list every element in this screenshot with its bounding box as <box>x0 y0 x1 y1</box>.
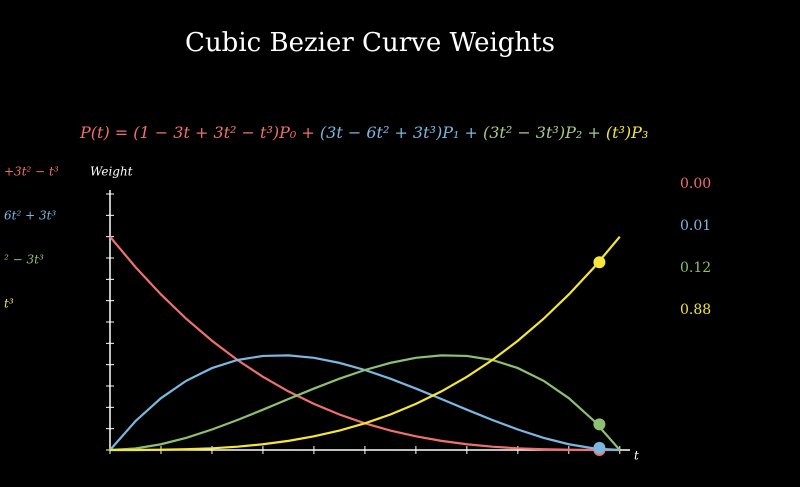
y-axis-label: Weight <box>90 165 133 179</box>
series-line <box>109 354 621 452</box>
series-line <box>109 235 621 452</box>
equation-part: (t³)P₃ <box>601 123 649 142</box>
x-axis-label: t <box>634 449 639 463</box>
equation-part: (3t − 6t² + 3t³)P₁ + <box>315 123 478 142</box>
series-label: t³ <box>4 297 14 311</box>
current-marker <box>593 256 606 269</box>
chart-title: Cubic Bezier Curve Weights <box>185 28 555 58</box>
series-label: ² − 3t³ <box>4 253 44 267</box>
series-label: 6t² + 3t³ <box>4 209 56 223</box>
current-value-label: 0.00 <box>680 176 711 192</box>
equation-part: (3t² − 3t³)P₂ + <box>478 123 601 142</box>
current-value-label: 0.88 <box>680 302 711 318</box>
series-label: +3t² − t³ <box>4 165 59 179</box>
current-marker <box>593 441 606 454</box>
current-value-label: 0.12 <box>680 260 711 276</box>
series-line <box>109 235 620 452</box>
current-marker <box>593 418 606 431</box>
equation: P(t) = (1 − 3t + 3t² − t³)P₀ + (3t − 6t²… <box>79 123 648 142</box>
equation-part: P(t) = (1 − 3t + 3t² − t³)P₀ + <box>79 123 315 142</box>
current-value-label: 0.01 <box>680 218 711 234</box>
